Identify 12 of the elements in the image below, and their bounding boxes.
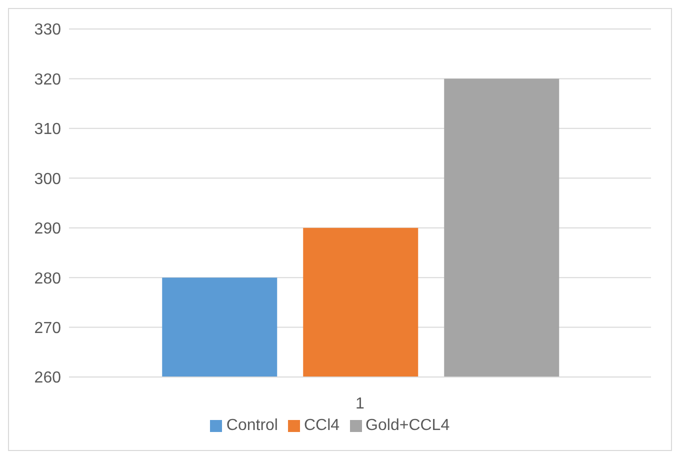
y-tick-label: 290: [34, 220, 62, 238]
y-tick-label: 280: [34, 270, 62, 288]
legend-label: Control: [226, 417, 278, 434]
x-tick-label: 1: [356, 395, 365, 412]
y-tick-label: 320: [34, 71, 62, 88]
y-tick-label: 330: [34, 22, 62, 39]
y-tick-label: 260: [34, 370, 62, 387]
y-tick-label: 310: [34, 121, 62, 138]
legend-label: Gold+CCL4: [366, 417, 450, 434]
y-tick-label: 270: [34, 320, 62, 337]
y-tick-label: 300: [34, 170, 62, 188]
legend-label: CCl4: [304, 417, 340, 434]
